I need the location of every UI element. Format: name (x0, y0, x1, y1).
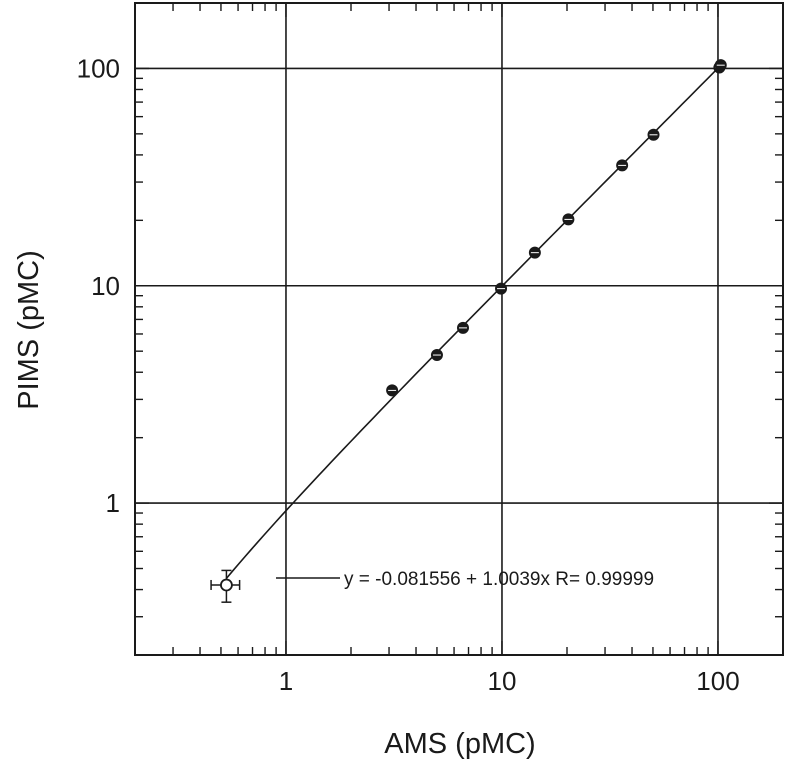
axis-ticks (134, 2, 784, 656)
plot-frame (134, 2, 784, 656)
x-tick-label: 100 (696, 666, 739, 696)
x-axis-title: AMS (pMC) (384, 728, 535, 760)
data-points (210, 59, 727, 603)
y-axis-title: PIMS (pMC) (13, 250, 45, 410)
x-tick-label: 10 (488, 666, 517, 696)
y-tick-label: 10 (91, 271, 120, 301)
y-tick-label: 100 (77, 53, 120, 83)
data-point-open (220, 578, 233, 592)
x-tick-labels: 1 10 100 (279, 666, 740, 696)
y-tick-label: 1 (106, 488, 120, 518)
x-tick-label: 1 (279, 666, 293, 696)
legend-fit-label: y = -0.081556 + 1.0039x R= 0.99999 (344, 569, 654, 590)
y-tick-labels: 1 10 100 (77, 53, 120, 518)
fit-line (225, 66, 720, 579)
grid-lines (135, 3, 783, 655)
